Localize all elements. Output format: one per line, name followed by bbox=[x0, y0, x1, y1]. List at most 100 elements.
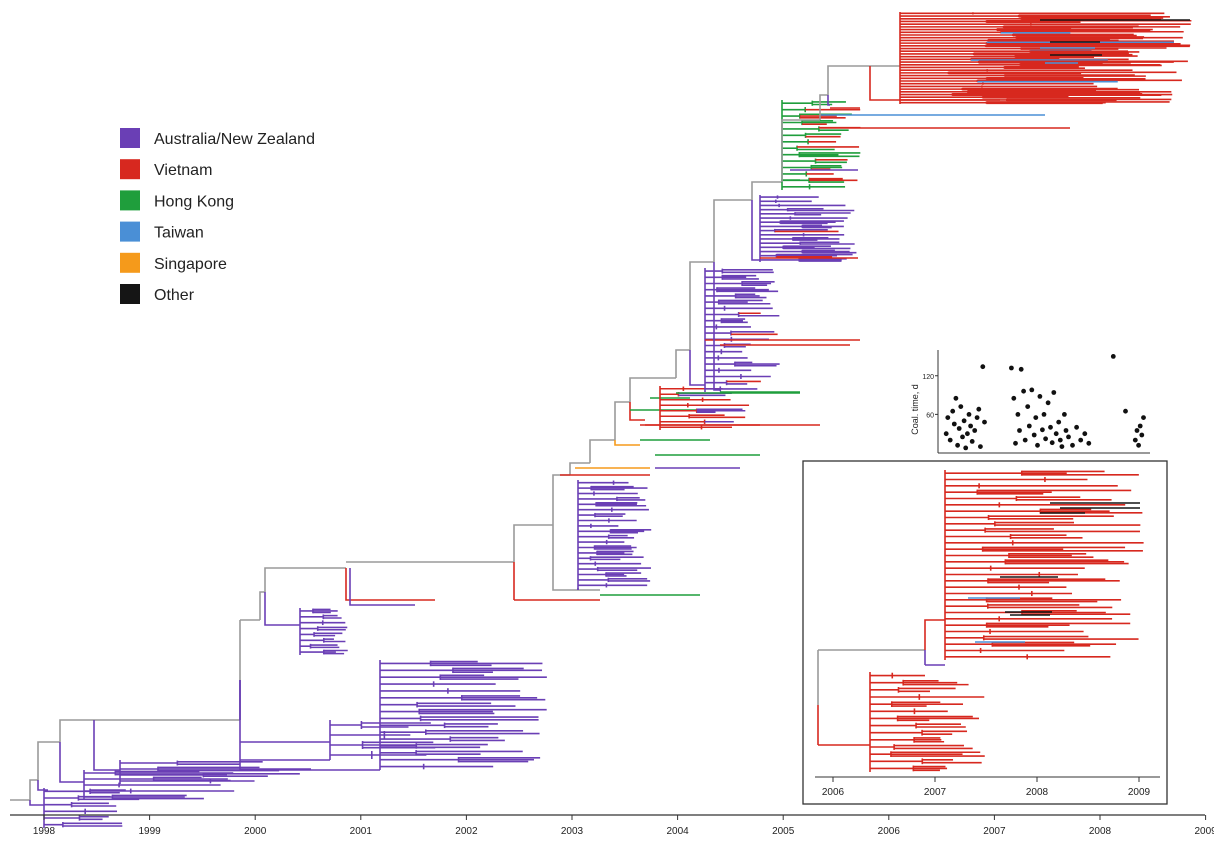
tree-branch bbox=[93, 720, 120, 771]
scatter-point bbox=[1074, 424, 1079, 430]
tree-branch bbox=[59, 742, 84, 783]
inset-tree-panel: 2006 2007 2008 2009 bbox=[802, 460, 1168, 805]
scatter-point bbox=[1021, 388, 1026, 394]
axis-tick-label: 2001 bbox=[350, 826, 373, 837]
scatter-point bbox=[943, 431, 949, 437]
scatter-point bbox=[978, 444, 983, 449]
scatter-point bbox=[1059, 444, 1065, 449]
scatter-point bbox=[1110, 354, 1116, 359]
scatter-point bbox=[1134, 428, 1140, 433]
tree-branch bbox=[629, 377, 676, 402]
scatter-point bbox=[1053, 431, 1059, 437]
scatter-y-label: Coal. time, d bbox=[910, 384, 920, 435]
legend-label: Taiwan bbox=[154, 225, 204, 242]
axis-tick-label: 1998 bbox=[33, 826, 56, 837]
scatter-point bbox=[1132, 437, 1138, 443]
scatter-point bbox=[1017, 428, 1022, 433]
scatter-point bbox=[1078, 437, 1084, 443]
tree-branch bbox=[589, 439, 615, 463]
scatter-point bbox=[1033, 415, 1039, 420]
scatter-point bbox=[972, 428, 978, 433]
tree-branch bbox=[513, 524, 553, 562]
scatter-point bbox=[1009, 365, 1014, 371]
scatter-point bbox=[1011, 395, 1017, 401]
tree-branch bbox=[614, 440, 640, 446]
scatter-point bbox=[1048, 424, 1053, 430]
legend-label: Australia/New Zealand bbox=[154, 131, 315, 148]
tree-branch bbox=[629, 402, 645, 421]
scatter-point bbox=[960, 434, 965, 440]
scatter-point bbox=[1051, 390, 1057, 395]
scatter-point bbox=[1035, 442, 1040, 448]
tree-branch bbox=[29, 800, 44, 806]
scatter-point bbox=[1123, 408, 1128, 414]
scatter-point bbox=[1043, 436, 1048, 442]
scatter-point bbox=[965, 431, 970, 437]
inset-axis-tick-label: 2007 bbox=[924, 787, 947, 798]
axis-tick-label: 1999 bbox=[138, 826, 161, 837]
main-phylogenetic-tree bbox=[10, 12, 1192, 828]
scatter-point bbox=[1026, 423, 1032, 429]
tree-branch bbox=[713, 199, 752, 262]
scatter-point bbox=[1037, 394, 1043, 399]
axis-tick-label: 2007 bbox=[983, 826, 1006, 837]
scatter-point bbox=[963, 445, 969, 451]
scatter-y-tick-label: 120 bbox=[922, 374, 934, 381]
tree-branch bbox=[259, 591, 265, 620]
scatter-point bbox=[1045, 400, 1051, 406]
legend-label: Hong Kong bbox=[154, 193, 234, 210]
axis-tick-label: 2005 bbox=[772, 826, 795, 837]
scatter-point bbox=[1029, 387, 1035, 393]
scatter-point bbox=[958, 404, 964, 409]
tree-branch bbox=[552, 474, 570, 525]
tree-branch bbox=[827, 95, 830, 106]
scatter-point bbox=[1025, 404, 1031, 409]
tree-branch bbox=[264, 592, 300, 626]
scatter-point bbox=[974, 415, 980, 420]
scatter-point bbox=[947, 437, 953, 443]
scatter-point bbox=[956, 426, 962, 431]
legend-label: Vietnam bbox=[154, 162, 212, 179]
scatter-point bbox=[1063, 428, 1069, 433]
main-time-axis: 1998 1999 2000 2001 2002 2003 2004 2005 2006 2007… bbox=[10, 814, 1214, 837]
tree-branch bbox=[751, 200, 760, 261]
tree-branch bbox=[675, 349, 690, 378]
tree-branch bbox=[552, 525, 578, 591]
legend-swatch bbox=[120, 221, 140, 242]
legend-swatch bbox=[120, 159, 140, 180]
scatter-point bbox=[1040, 427, 1045, 433]
inset-axis-tick-label: 2009 bbox=[1128, 787, 1151, 798]
scatter-point bbox=[980, 364, 986, 370]
tree-branch bbox=[781, 119, 820, 182]
scatter-point bbox=[1066, 434, 1071, 440]
scatter-point bbox=[982, 419, 987, 425]
inset-axis-tick-label: 2008 bbox=[1026, 787, 1049, 798]
tree-branch bbox=[29, 779, 38, 800]
scatter-point bbox=[1031, 432, 1037, 438]
tree-branch bbox=[689, 350, 705, 386]
tree-branch bbox=[924, 619, 945, 650]
scatter-point bbox=[1136, 442, 1141, 448]
scatter-point bbox=[1141, 415, 1146, 420]
tree-branch bbox=[827, 65, 870, 95]
tree-branch bbox=[869, 66, 872, 101]
scatter-point bbox=[1022, 437, 1028, 443]
tree-branch bbox=[59, 719, 94, 742]
scatter-point bbox=[1015, 412, 1021, 417]
legend-swatch bbox=[120, 128, 140, 148]
tree-branch bbox=[819, 94, 828, 120]
tree-branch bbox=[349, 568, 385, 606]
tree-branch bbox=[569, 462, 590, 475]
legend-label: Singapore bbox=[154, 256, 227, 273]
inset-axis-tick-label: 2006 bbox=[822, 787, 845, 798]
scatter-point bbox=[945, 415, 951, 420]
legend-swatch bbox=[120, 284, 140, 304]
axis-tick-label: 2003 bbox=[561, 826, 584, 837]
axis-tick-label: 2002 bbox=[455, 826, 478, 837]
legend-swatch bbox=[120, 252, 140, 273]
scatter-point bbox=[1070, 442, 1075, 448]
axis-tick-label: 2004 bbox=[666, 826, 689, 837]
axis-tick-label: 2000 bbox=[244, 826, 267, 837]
